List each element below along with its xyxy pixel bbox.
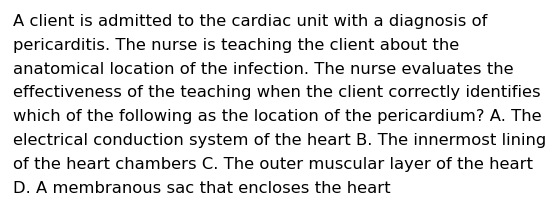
- Text: A client is admitted to the cardiac unit with a diagnosis of: A client is admitted to the cardiac unit…: [13, 14, 487, 29]
- Text: effectiveness of the teaching when the client correctly identifies: effectiveness of the teaching when the c…: [13, 85, 541, 100]
- Text: of the heart chambers C. The outer muscular layer of the heart: of the heart chambers C. The outer muscu…: [13, 157, 533, 172]
- Text: which of the following as the location of the pericardium? A. The: which of the following as the location o…: [13, 109, 542, 124]
- Text: electrical conduction system of the heart B. The innermost lining: electrical conduction system of the hear…: [13, 133, 546, 148]
- Text: anatomical location of the infection. The nurse evaluates the: anatomical location of the infection. Th…: [13, 62, 513, 77]
- Text: D. A membranous sac that encloses the heart: D. A membranous sac that encloses the he…: [13, 181, 391, 196]
- Text: pericarditis. The nurse is teaching the client about the: pericarditis. The nurse is teaching the …: [13, 38, 459, 53]
